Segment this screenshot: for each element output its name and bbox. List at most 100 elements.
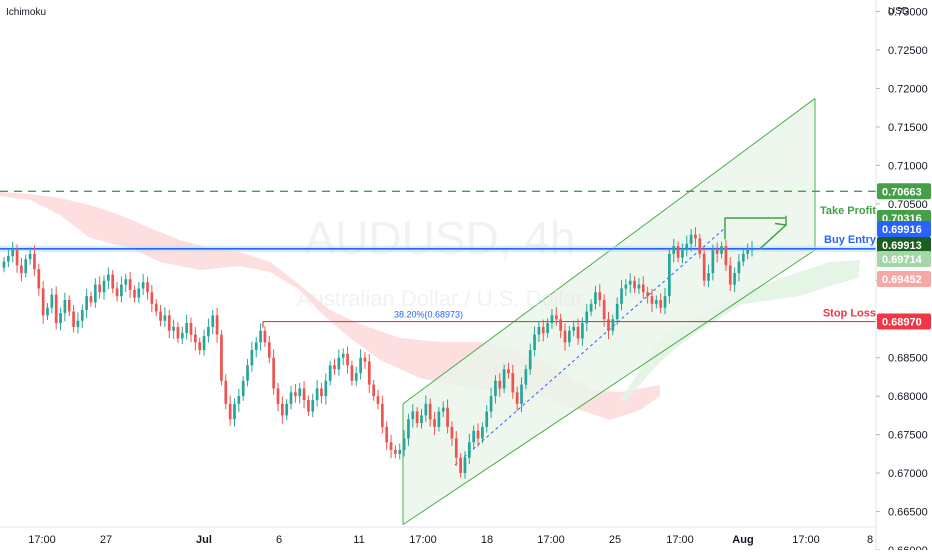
candle <box>246 358 249 387</box>
candle <box>694 227 697 247</box>
candle-body <box>194 334 197 343</box>
candle-body <box>611 319 615 331</box>
candle-body <box>741 253 745 262</box>
candle <box>581 317 584 346</box>
candle-body <box>563 330 567 343</box>
candle-body <box>446 407 449 427</box>
candle-body <box>233 403 236 420</box>
price-tick-label: 0.67500 <box>888 430 928 442</box>
candle-body <box>463 457 467 474</box>
candle <box>141 274 145 295</box>
candle <box>594 285 597 310</box>
price-tag-bg <box>877 221 931 237</box>
candle-body <box>654 300 658 304</box>
candle <box>194 327 197 351</box>
time-tick-label: 17:00 <box>409 534 437 546</box>
candle <box>341 348 345 366</box>
candle-body <box>389 442 393 450</box>
price-tag-text: 0.69714 <box>882 254 923 266</box>
candle <box>50 288 54 314</box>
candle <box>237 388 241 413</box>
candle-body <box>494 380 497 397</box>
candle <box>541 319 545 342</box>
candle-body <box>363 357 367 362</box>
candle-body <box>398 450 402 454</box>
candle-body <box>289 392 293 404</box>
candle-body <box>146 282 149 293</box>
candle-body <box>559 319 562 331</box>
candle-body <box>111 274 115 289</box>
candle-body <box>498 380 502 389</box>
candle <box>298 382 302 404</box>
candle <box>620 280 623 311</box>
candle <box>698 233 702 259</box>
candle-body <box>476 430 480 439</box>
candle <box>411 404 415 428</box>
candle <box>146 276 149 300</box>
candle-body <box>302 388 306 400</box>
price-tag-bg <box>877 313 931 330</box>
candle-body <box>341 353 345 358</box>
candle <box>437 406 441 432</box>
candle-body <box>467 442 471 458</box>
watermark-name: Australian Dollar / U.S. Dollar <box>297 286 583 311</box>
price-tick-label: 0.68500 <box>888 353 928 365</box>
candle-body <box>298 388 302 397</box>
candle <box>133 285 136 303</box>
candle <box>511 364 515 399</box>
time-tick-label: 17:00 <box>792 534 820 546</box>
candle-body <box>272 357 275 389</box>
candle <box>572 320 576 337</box>
candle-body <box>441 407 445 412</box>
price-tag-text: 0.69913 <box>882 240 922 252</box>
candle-body <box>715 250 719 254</box>
candle-body <box>750 249 754 251</box>
currency-label: USD <box>888 6 909 17</box>
candle <box>550 308 554 329</box>
time-tick-label: Jul <box>196 534 212 546</box>
candle-body <box>276 388 280 404</box>
candle <box>54 286 58 330</box>
candle-body <box>594 292 597 304</box>
candle <box>750 240 754 257</box>
candle-body <box>89 296 93 303</box>
price-tag-stop: 0.68970 <box>877 313 931 330</box>
take-profit-arrow-head <box>774 215 787 226</box>
candle <box>633 276 636 294</box>
price-tick-label: 0.70500 <box>888 199 928 211</box>
candle-body <box>428 403 432 420</box>
candle-body <box>246 365 249 381</box>
candle-body <box>507 369 510 374</box>
candle <box>333 358 336 375</box>
time-tick-label: 17:00 <box>666 534 694 546</box>
candle-body <box>228 403 232 420</box>
candle-body <box>698 238 702 254</box>
candle <box>185 314 188 340</box>
fib-level-label: 38.20%(0.68973) <box>394 310 463 320</box>
candle-body <box>250 350 254 366</box>
candle <box>476 423 480 447</box>
candle <box>280 396 284 424</box>
candle-body <box>120 284 123 297</box>
cloud-bullish <box>620 260 860 402</box>
time-tick-label: 27 <box>100 534 112 546</box>
buy-entry-label: Buy Entry <box>824 234 877 246</box>
candle <box>220 330 223 386</box>
candle <box>2 256 6 273</box>
candle-body <box>211 315 215 327</box>
candle <box>420 408 423 429</box>
candle <box>515 386 519 412</box>
price-tag-text: 0.68970 <box>882 317 922 329</box>
candle <box>372 380 375 401</box>
candle <box>41 281 45 324</box>
time-tick-label: Aug <box>732 534 753 546</box>
candle <box>67 295 71 317</box>
candle <box>367 354 371 393</box>
candle-body <box>107 274 110 281</box>
candle <box>520 377 523 413</box>
candle <box>250 341 254 372</box>
candle-body <box>598 292 602 300</box>
candle-body <box>180 333 184 339</box>
time-tick-label: 17:00 <box>28 534 56 546</box>
